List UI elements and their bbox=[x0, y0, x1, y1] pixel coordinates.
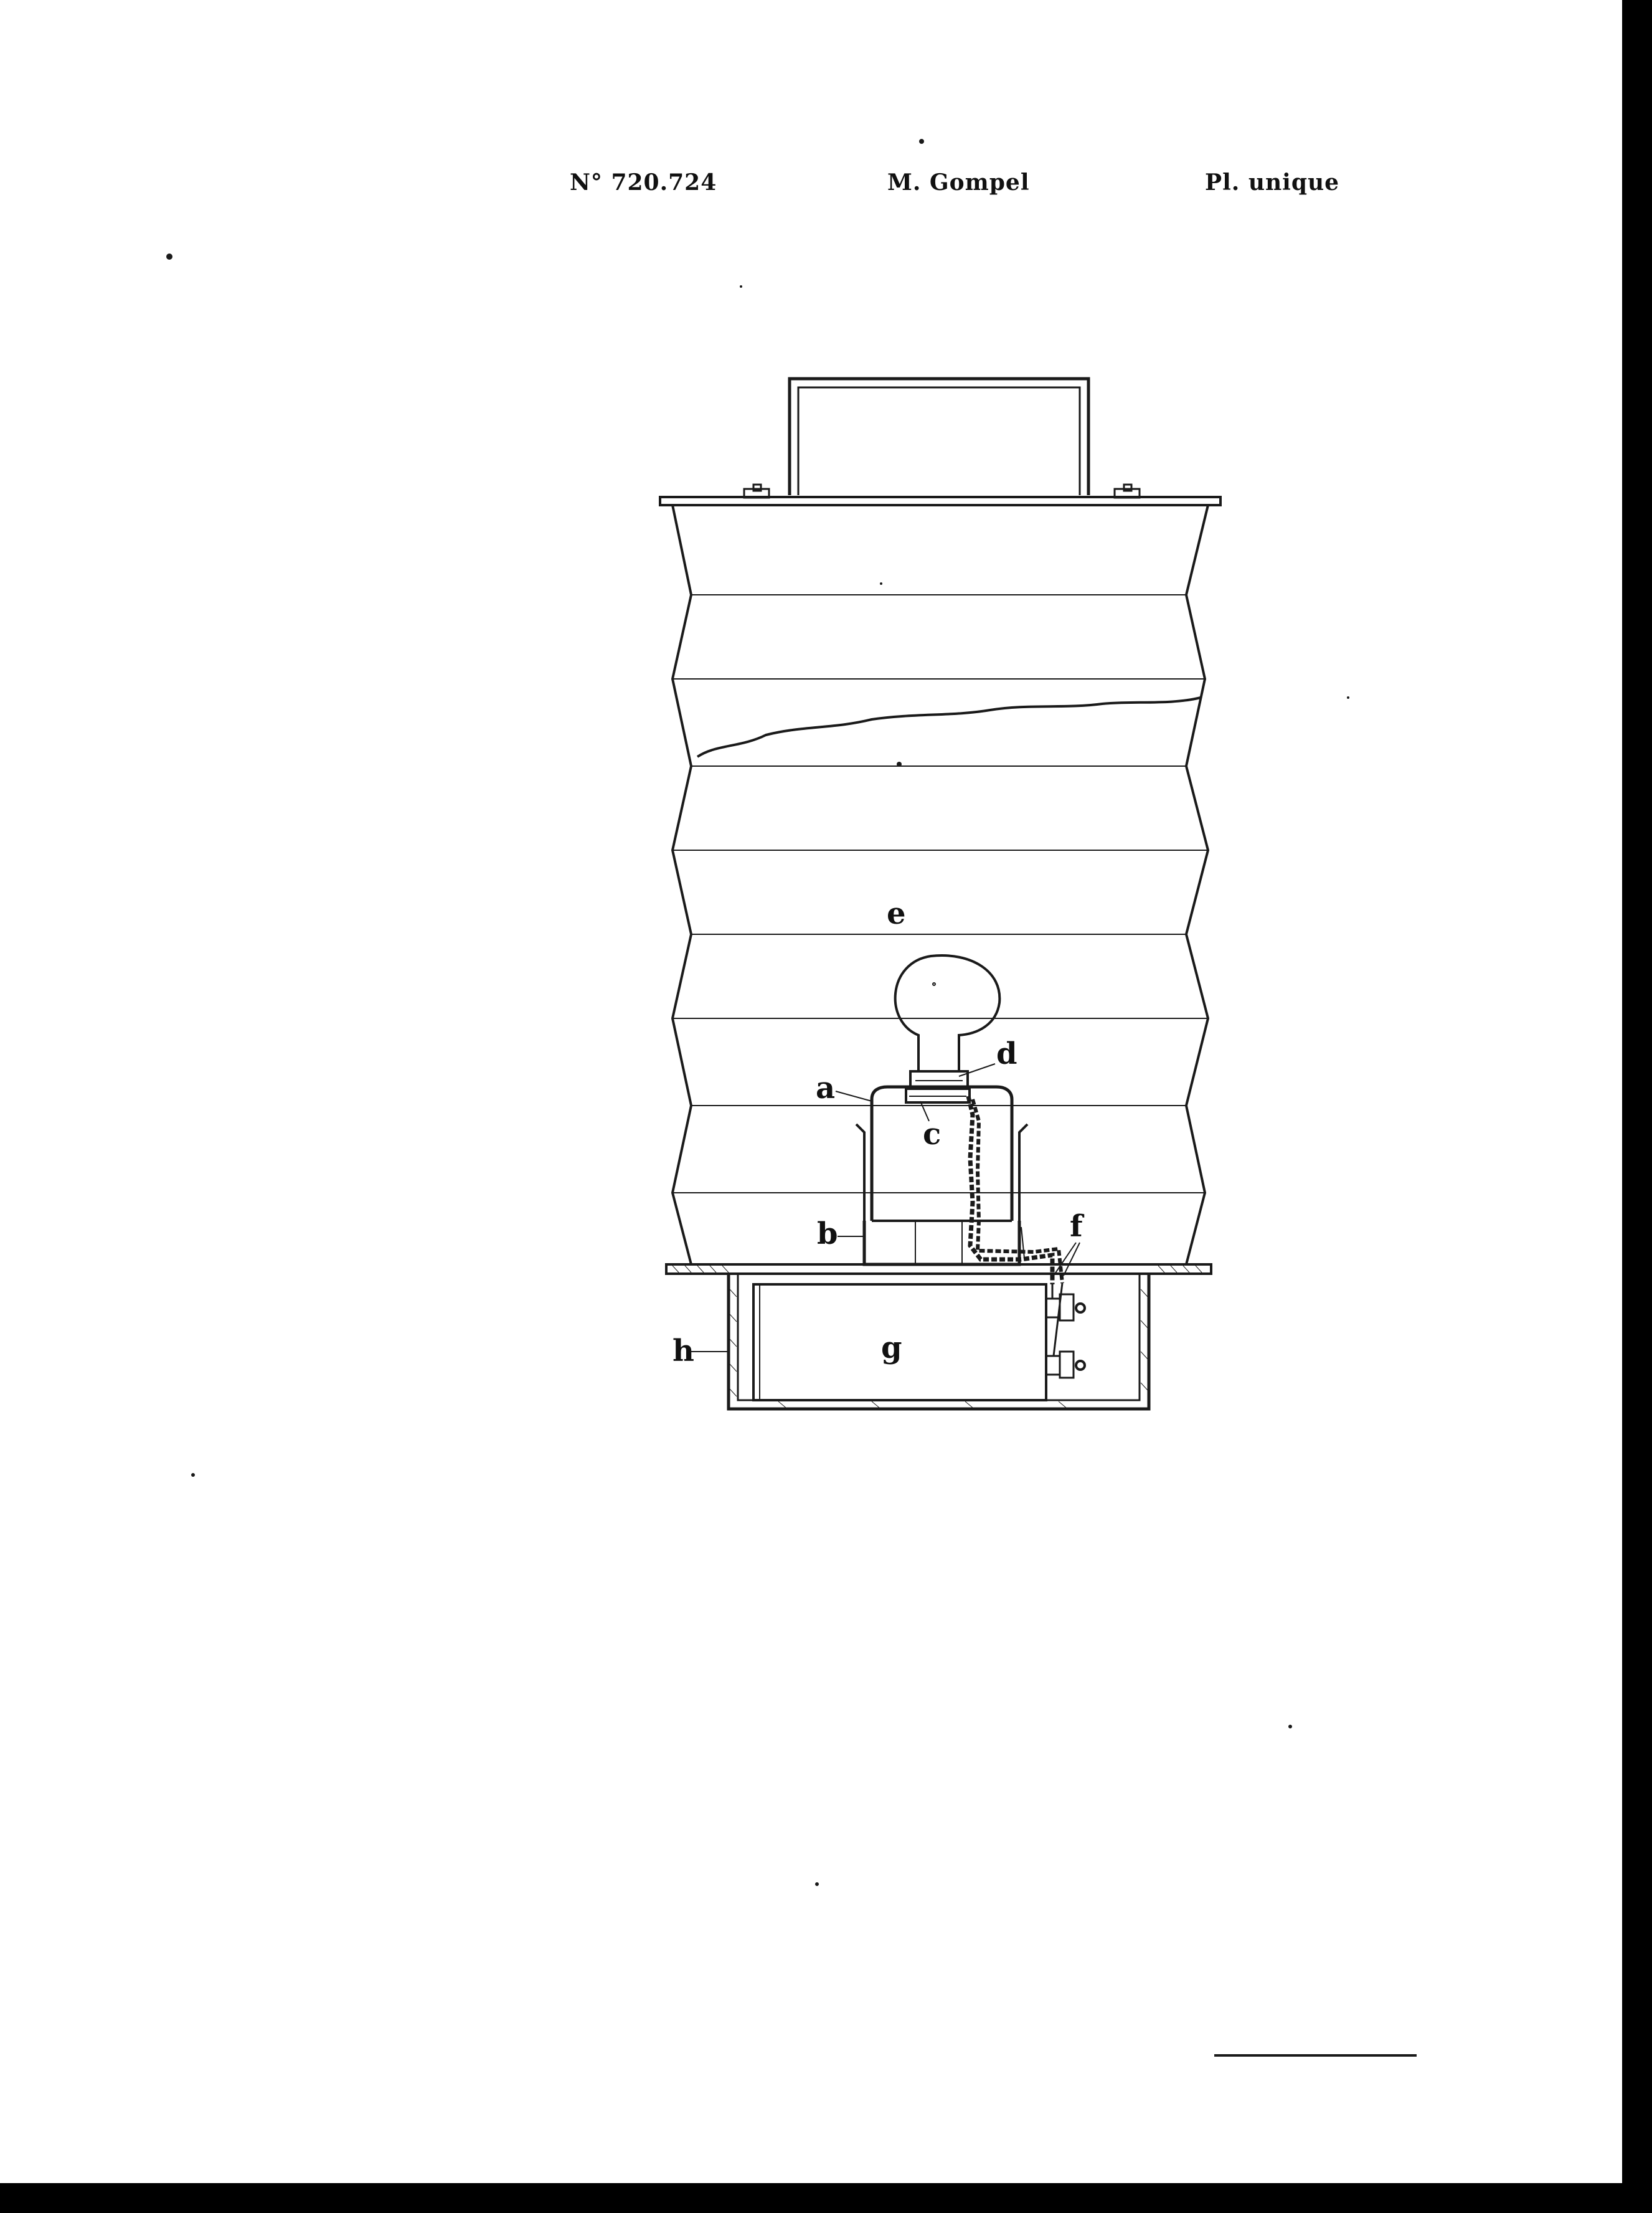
paper-page: N° 720.724 M. Gompel Pl. unique bbox=[0, 0, 1622, 2183]
label-g: g bbox=[881, 1330, 902, 1365]
support-cup bbox=[856, 1124, 1027, 1264]
battery-box bbox=[729, 1274, 1149, 1409]
carry-handle bbox=[744, 379, 1140, 498]
label-d: d bbox=[996, 1036, 1017, 1071]
label-e: e bbox=[887, 896, 906, 931]
label-f: f bbox=[1070, 1209, 1085, 1244]
label-c: c bbox=[923, 1117, 941, 1152]
inner-housing bbox=[872, 1087, 1012, 1221]
top-lid bbox=[660, 497, 1220, 505]
electric-wiring bbox=[968, 1096, 1062, 1284]
label-h: h bbox=[673, 1334, 694, 1368]
scan-specks bbox=[166, 139, 1349, 1886]
lamp-socket bbox=[906, 1089, 970, 1102]
label-b: b bbox=[817, 1216, 838, 1251]
reference-labels: e d a c b f g h bbox=[673, 896, 1085, 1368]
label-a: a bbox=[816, 1071, 835, 1106]
light-bulb bbox=[895, 955, 1000, 1089]
terminals bbox=[1046, 1283, 1085, 1378]
